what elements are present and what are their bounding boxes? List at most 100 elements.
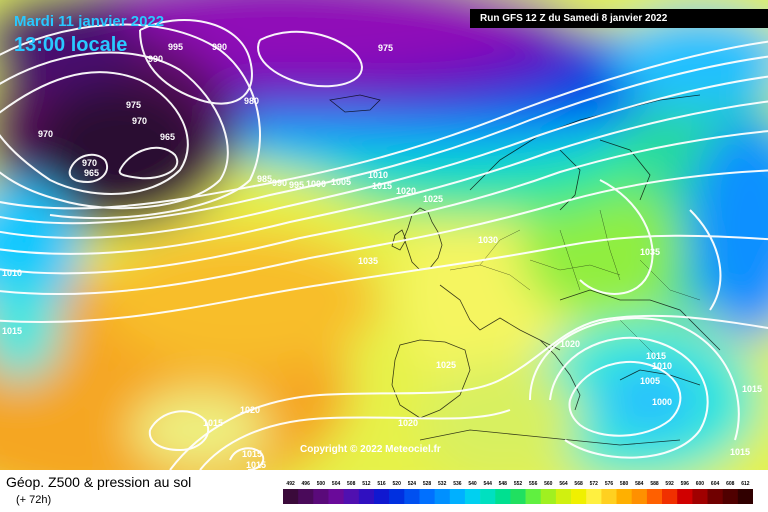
isobar-label: 1010 bbox=[2, 268, 22, 278]
scale-swatch bbox=[313, 489, 329, 504]
scale-swatch bbox=[616, 489, 632, 504]
scale-tick-label: 560 bbox=[544, 481, 553, 487]
scale-swatch bbox=[434, 489, 451, 504]
isobar-label: 1020 bbox=[396, 186, 416, 196]
isobar-label: 1010 bbox=[368, 170, 388, 180]
isobar-label: 990 bbox=[272, 178, 287, 188]
scale-tick-label: 608 bbox=[726, 481, 735, 487]
legend-title: Géop. Z500 & pression au sol bbox=[6, 474, 192, 490]
scale-swatch bbox=[419, 489, 435, 504]
scale-tick-label: 500 bbox=[317, 481, 326, 487]
isobar-label: 1005 bbox=[640, 376, 660, 386]
scale-tick-label: 524 bbox=[408, 481, 417, 487]
isobar-label: 1015 bbox=[242, 449, 262, 459]
scale-swatch bbox=[374, 489, 390, 504]
isobar-label: 1030 bbox=[478, 235, 498, 245]
scale-swatch bbox=[510, 489, 526, 504]
color-scale: 492 496 500 504 508 512 516 520 524 528 532 536 540 5… bbox=[283, 481, 753, 504]
scale-tick-label: 544 bbox=[484, 481, 493, 487]
forecast-range: (+ 72h) bbox=[16, 494, 52, 506]
scale-swatch bbox=[283, 489, 299, 504]
isobar-label: 1025 bbox=[436, 360, 456, 370]
isobar-label: 970 bbox=[132, 116, 147, 126]
isobar-label: 1025 bbox=[423, 194, 443, 204]
scale-swatch bbox=[571, 489, 587, 504]
isobars bbox=[0, 19, 768, 470]
isobar-label: 980 bbox=[244, 96, 259, 106]
scale-swatch bbox=[737, 489, 753, 504]
scale-tick-label: 512 bbox=[362, 481, 371, 487]
scale-tick-label: 516 bbox=[377, 481, 386, 487]
isobar-label: 990 bbox=[212, 42, 227, 52]
isobar-label: 995 bbox=[289, 180, 304, 190]
isobar-label: 985 bbox=[257, 174, 272, 184]
isobar-label: 1020 bbox=[240, 405, 260, 415]
isobar-label: 1015 bbox=[742, 384, 762, 394]
isobar-label: 1010 bbox=[652, 361, 672, 371]
isobar-label: 1000 bbox=[306, 179, 326, 189]
scale-tick-label: 532 bbox=[438, 481, 447, 487]
pressure-map: 995 990 990 975 980 975 970 970 965 970 … bbox=[0, 0, 768, 470]
scale-swatch bbox=[480, 489, 496, 504]
scale-swatch bbox=[707, 489, 723, 504]
isobar-label: 975 bbox=[378, 43, 393, 53]
isobar-label: 1015 bbox=[646, 351, 666, 361]
coastlines bbox=[329, 94, 721, 446]
scale-tick-label: 580 bbox=[620, 481, 629, 487]
copyright-notice: Copyright © 2022 Meteociel.fr bbox=[300, 444, 441, 455]
scale-tick-label: 596 bbox=[681, 481, 690, 487]
scale-swatch bbox=[631, 489, 648, 504]
scale-tick-label: 508 bbox=[347, 481, 356, 487]
scale-swatch bbox=[464, 489, 481, 504]
isobar-label: 1015 bbox=[246, 460, 266, 470]
scale-tick-label: 552 bbox=[514, 481, 523, 487]
scale-swatch bbox=[389, 489, 405, 504]
scale-swatch bbox=[525, 489, 542, 504]
scale-swatch bbox=[404, 489, 420, 504]
forecast-local-time: 13:00 locale bbox=[14, 34, 128, 56]
isobar-label: 965 bbox=[84, 168, 99, 178]
scale-tick-label: 520 bbox=[393, 481, 402, 487]
scale-swatch bbox=[662, 489, 678, 504]
model-run-banner: Run GFS 12 Z du Samedi 8 janvier 2022 bbox=[470, 9, 768, 28]
scale-tick-label: 556 bbox=[529, 481, 538, 487]
scale-swatch bbox=[601, 489, 617, 504]
isobar-label: 970 bbox=[38, 129, 53, 139]
isobar-label: 975 bbox=[126, 100, 141, 110]
legend-panel: Géop. Z500 & pression au sol (+ 72h) 492… bbox=[0, 470, 768, 512]
scale-tick-label: 592 bbox=[665, 481, 674, 487]
scale-swatch bbox=[586, 489, 602, 504]
isobar-label: 1000 bbox=[652, 397, 672, 407]
scale-swatch bbox=[328, 489, 344, 504]
scale-tick-label: 540 bbox=[468, 481, 477, 487]
scale-tick-label: 492 bbox=[286, 481, 295, 487]
isobar-label: 1015 bbox=[730, 447, 750, 457]
isobar-label: 1020 bbox=[560, 339, 580, 349]
scale-tick-label: 536 bbox=[453, 481, 462, 487]
scale-tick-label: 572 bbox=[590, 481, 599, 487]
isobar-label: 970 bbox=[82, 158, 97, 168]
isobar-label: 1015 bbox=[203, 418, 223, 428]
isobar-label: 1035 bbox=[358, 256, 378, 266]
isobar-label: 1035 bbox=[640, 247, 660, 257]
isobar-label: 1005 bbox=[331, 177, 351, 187]
isobar-label: 990 bbox=[148, 54, 163, 64]
scale-tick-label: 504 bbox=[332, 481, 341, 487]
scale-tick-label: 564 bbox=[559, 481, 568, 487]
scale-swatch bbox=[298, 489, 314, 504]
scale-tick-label: 612 bbox=[741, 481, 750, 487]
scale-swatch bbox=[358, 489, 375, 504]
scale-swatch bbox=[540, 489, 557, 504]
scale-tick-label: 496 bbox=[302, 481, 311, 487]
scale-swatch bbox=[495, 489, 511, 504]
scale-swatch bbox=[555, 489, 572, 504]
scale-tick-label: 584 bbox=[635, 481, 644, 487]
scale-tick-label: 576 bbox=[605, 481, 614, 487]
isobar-label: 1015 bbox=[372, 181, 392, 191]
scale-tick-label: 568 bbox=[574, 481, 583, 487]
isobar-label: 965 bbox=[160, 132, 175, 142]
scale-tick-label: 528 bbox=[423, 481, 432, 487]
scale-swatch bbox=[343, 489, 360, 504]
isobar-label: 995 bbox=[168, 42, 183, 52]
